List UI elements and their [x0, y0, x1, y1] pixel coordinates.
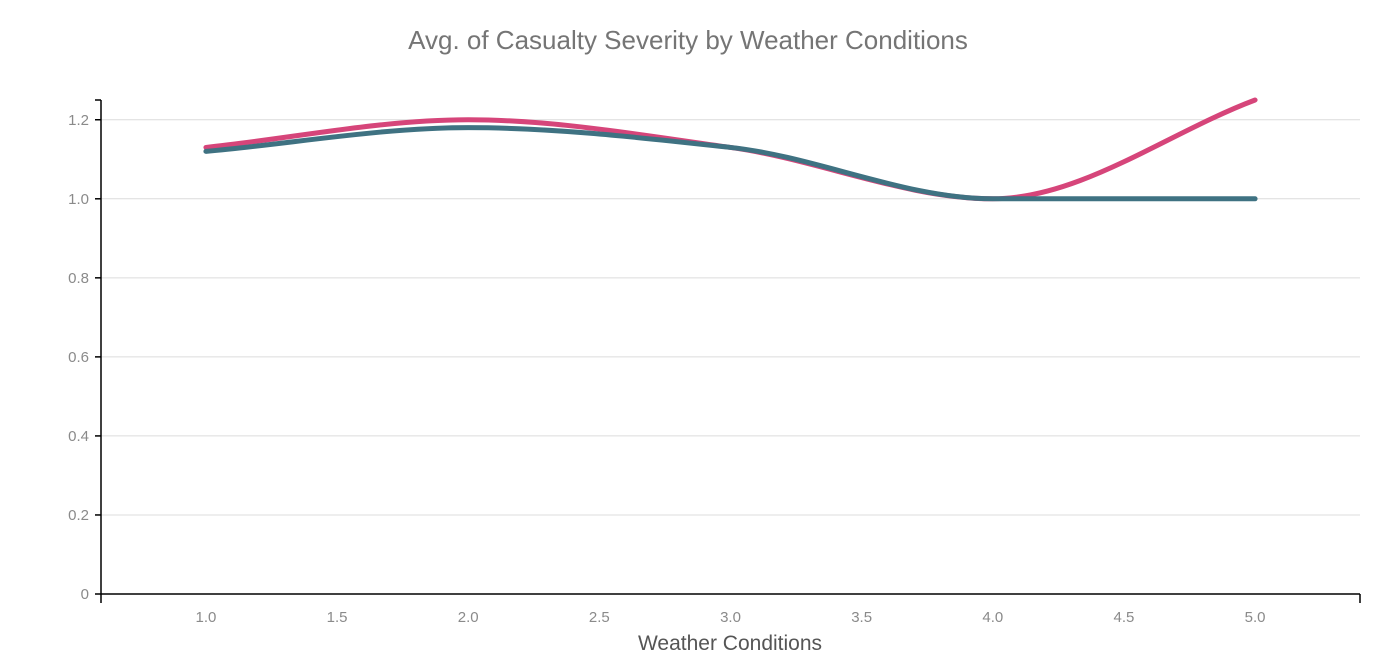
x-tick-label: 1.5	[327, 609, 348, 626]
x-tick-label: 5.0	[1245, 609, 1266, 626]
x-tick-label: 2.0	[458, 609, 479, 626]
y-tick-label: 0.2	[68, 507, 89, 524]
x-tick-label: 4.5	[1114, 609, 1135, 626]
y-tick-label: 0.4	[68, 428, 89, 445]
y-tick-label: 1.0	[68, 191, 89, 208]
series-layer	[203, 97, 1258, 202]
x-tick-label: 4.0	[982, 609, 1003, 626]
grid-layer	[101, 119, 1360, 516]
x-tick-label: 3.5	[851, 609, 872, 626]
y-tick-label: 0.8	[68, 270, 89, 287]
y-tick-label: 0	[81, 586, 89, 603]
y-tick-label: 1.2	[68, 112, 89, 129]
x-tick-label: 3.0	[720, 609, 741, 626]
chart-title: Avg. of Casualty Severity by Weather Con…	[408, 25, 968, 55]
x-tick-label: 2.5	[589, 609, 610, 626]
x-axis-title: Weather Conditions	[638, 632, 822, 655]
x-tick-label: 1.0	[195, 609, 216, 626]
series-line-2	[203, 125, 1258, 202]
axis-layer: 0 0.2 0.4 0.6 0.8 1.0 1.2 1.0 1.5 2.0 2.5 3.0 3.5 4.0…	[68, 99, 1361, 626]
y-tick-label: 0.6	[68, 349, 89, 366]
